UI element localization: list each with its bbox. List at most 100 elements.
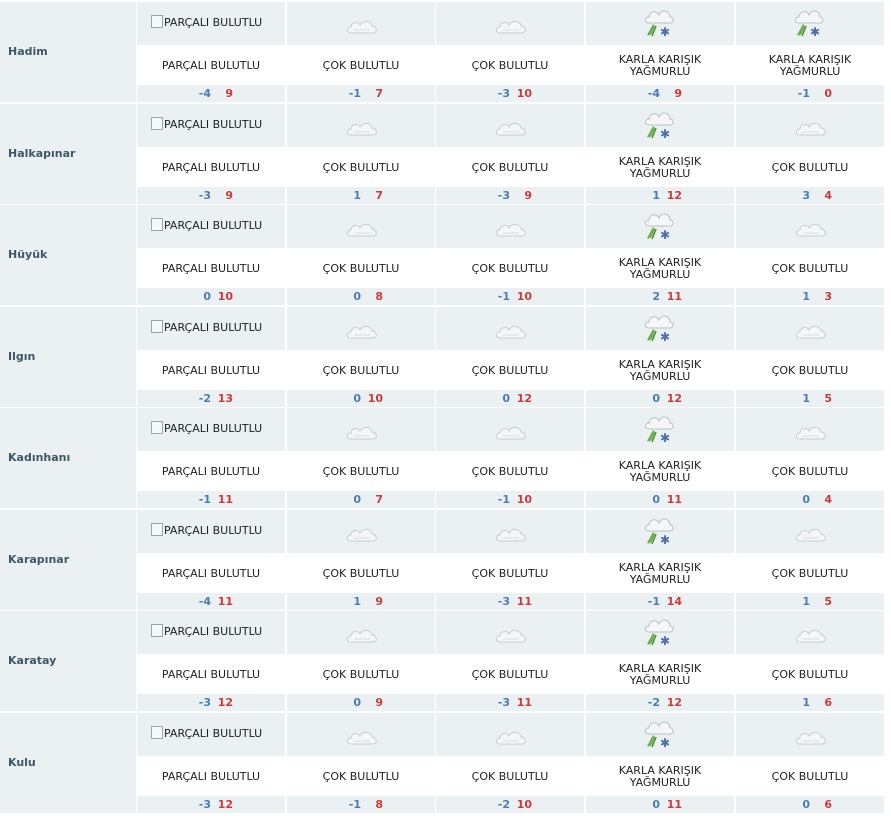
- city-name-cell: Halkapınar: [0, 104, 136, 204]
- broken-image-icon: PARÇALI BULUTLU: [151, 15, 262, 29]
- weather-description: ÇOK BULUTLU: [736, 658, 884, 692]
- forecast-day-cell: PARÇALI BULUTLU PARÇALI BULUTLU -4 9: [137, 2, 285, 102]
- max-temperature: 10: [516, 798, 532, 811]
- weather-description-line: ÇOK BULUTLU: [471, 668, 549, 681]
- forecast-day-cell: ÇOK BULUTLU 3 4: [736, 104, 884, 204]
- cloud-icon: [794, 524, 828, 544]
- weather-description-line: ÇOK BULUTLU: [471, 567, 549, 580]
- weather-description-line: ÇOK BULUTLU: [771, 262, 849, 275]
- forecast-day-cell: PARÇALI BULUTLU PARÇALI BULUTLU -4 11: [137, 510, 285, 610]
- icon-band: [736, 104, 884, 147]
- max-temperature: 10: [516, 290, 532, 303]
- weather-description: PARÇALI BULUTLU: [137, 49, 285, 83]
- cloud-icon: [494, 16, 528, 36]
- cloud-icon: [494, 321, 528, 341]
- min-temperature: -3: [198, 798, 211, 811]
- weather-description: PARÇALI BULUTLU: [137, 658, 285, 692]
- weather-description-line: YAĞMURLU: [779, 65, 841, 78]
- min-temperature: -3: [198, 189, 211, 202]
- min-temperature: 0: [353, 290, 361, 303]
- min-temperature: 3: [802, 189, 810, 202]
- weather-description-line: ÇOK BULUTLU: [322, 59, 400, 72]
- sleet-icon: ✱: [641, 514, 675, 548]
- cloud-icon: [345, 219, 379, 239]
- weather-description-line: PARÇALI BULUTLU: [161, 567, 261, 580]
- max-temperature: 4: [824, 189, 832, 202]
- icon-band: PARÇALI BULUTLU: [137, 611, 285, 654]
- weather-description-line: PARÇALI BULUTLU: [161, 161, 261, 174]
- cloud-icon: [494, 727, 528, 747]
- temperature-range: -1 10: [436, 288, 584, 305]
- forecast-day-cell: ÇOK BULUTLU 0 6: [736, 713, 884, 813]
- forecast-day-cell: ÇOK BULUTLU -1 8: [287, 713, 435, 813]
- temperature-range: -2 12: [586, 694, 734, 711]
- icon-band: ✱: [586, 307, 734, 350]
- weather-description: PARÇALI BULUTLU: [137, 455, 285, 489]
- weather-description-line: YAĞMURLU: [629, 65, 691, 78]
- max-temperature: 12: [666, 189, 682, 202]
- forecast-day-cell: ✱ KARLA KARIŞIK YAĞMURLU -1 14: [586, 510, 734, 610]
- min-temperature: -3: [198, 696, 211, 709]
- icon-band: [436, 611, 584, 654]
- icon-band: [287, 307, 435, 350]
- broken-image-icon: PARÇALI BULUTLU: [151, 218, 262, 232]
- min-temperature: 0: [502, 392, 510, 405]
- broken-image-icon: PARÇALI BULUTLU: [151, 117, 262, 131]
- city-name-cell: Ilgın: [0, 307, 136, 407]
- icon-band: PARÇALI BULUTLU: [137, 104, 285, 147]
- weather-description: KARLA KARIŞIK YAĞMURLU: [586, 354, 734, 388]
- max-temperature: 4: [824, 493, 832, 506]
- forecast-day-cell: ÇOK BULUTLU -3 11: [436, 510, 584, 610]
- icon-band: ✱: [586, 408, 734, 451]
- weather-description-line: PARÇALI BULUTLU: [161, 364, 261, 377]
- weather-description: PARÇALI BULUTLU: [137, 557, 285, 591]
- temperature-range: -3 11: [436, 593, 584, 610]
- weather-description-line: YAĞMURLU: [629, 370, 691, 383]
- temperature-range: 0 12: [586, 390, 734, 407]
- forecast-day-cell: ÇOK BULUTLU -3 10: [436, 2, 584, 102]
- forecast-day-cell: ✱ KARLA KARIŞIK YAĞMURLU -1 0: [736, 2, 884, 102]
- cloud-icon: [794, 727, 828, 747]
- max-temperature: 11: [217, 595, 233, 608]
- min-temperature: 0: [203, 290, 211, 303]
- max-temperature: 12: [666, 696, 682, 709]
- weather-description: KARLA KARIŞIK YAĞMURLU: [586, 455, 734, 489]
- min-temperature: 1: [353, 595, 361, 608]
- forecast-day-cell: ÇOK BULUTLU 1 9: [287, 510, 435, 610]
- svg-text:✱: ✱: [660, 533, 670, 547]
- temperature-range: -4 11: [137, 593, 285, 610]
- forecast-day-cell: ÇOK BULUTLU -1 7: [287, 2, 435, 102]
- weather-description: PARÇALI BULUTLU: [137, 760, 285, 794]
- max-temperature: 12: [666, 392, 682, 405]
- temperature-range: 0 10: [137, 288, 285, 305]
- weather-description-line: YAĞMURLU: [629, 471, 691, 484]
- max-temperature: 11: [516, 696, 532, 709]
- icon-band: [736, 307, 884, 350]
- icon-band: [287, 510, 435, 553]
- weather-description-line: ÇOK BULUTLU: [322, 770, 400, 783]
- weather-description-line: PARÇALI BULUTLU: [161, 668, 261, 681]
- forecast-day-cell: ✱ KARLA KARIŞIK YAĞMURLU 1 12: [586, 104, 734, 204]
- cloud-icon: [794, 219, 828, 239]
- weather-description-line: PARÇALI BULUTLU: [161, 59, 261, 72]
- weather-description: ÇOK BULUTLU: [736, 354, 884, 388]
- weather-description: KARLA KARIŞIK YAĞMURLU: [736, 49, 884, 83]
- weather-description: KARLA KARIŞIK YAĞMURLU: [586, 49, 734, 83]
- max-temperature: 7: [375, 189, 383, 202]
- forecast-day-cell: ÇOK BULUTLU -3 11: [436, 611, 584, 711]
- max-temperature: 0: [824, 87, 832, 100]
- max-temperature: 5: [824, 392, 832, 405]
- image-placeholder-icon: [151, 117, 163, 130]
- min-temperature: 1: [353, 189, 361, 202]
- forecast-day-cell: ✱ KARLA KARIŞIK YAĞMURLU 2 11: [586, 205, 734, 305]
- min-temperature: 2: [652, 290, 660, 303]
- city-row: Karapınar PARÇALI BULUTLU PARÇALI BULUTLU -…: [0, 510, 891, 611]
- broken-image-icon: PARÇALI BULUTLU: [151, 624, 262, 638]
- svg-text:✱: ✱: [660, 736, 670, 750]
- max-temperature: 9: [375, 696, 383, 709]
- temperature-range: -1 11: [137, 491, 285, 508]
- cloud-icon: [494, 219, 528, 239]
- weather-description-line: ÇOK BULUTLU: [322, 668, 400, 681]
